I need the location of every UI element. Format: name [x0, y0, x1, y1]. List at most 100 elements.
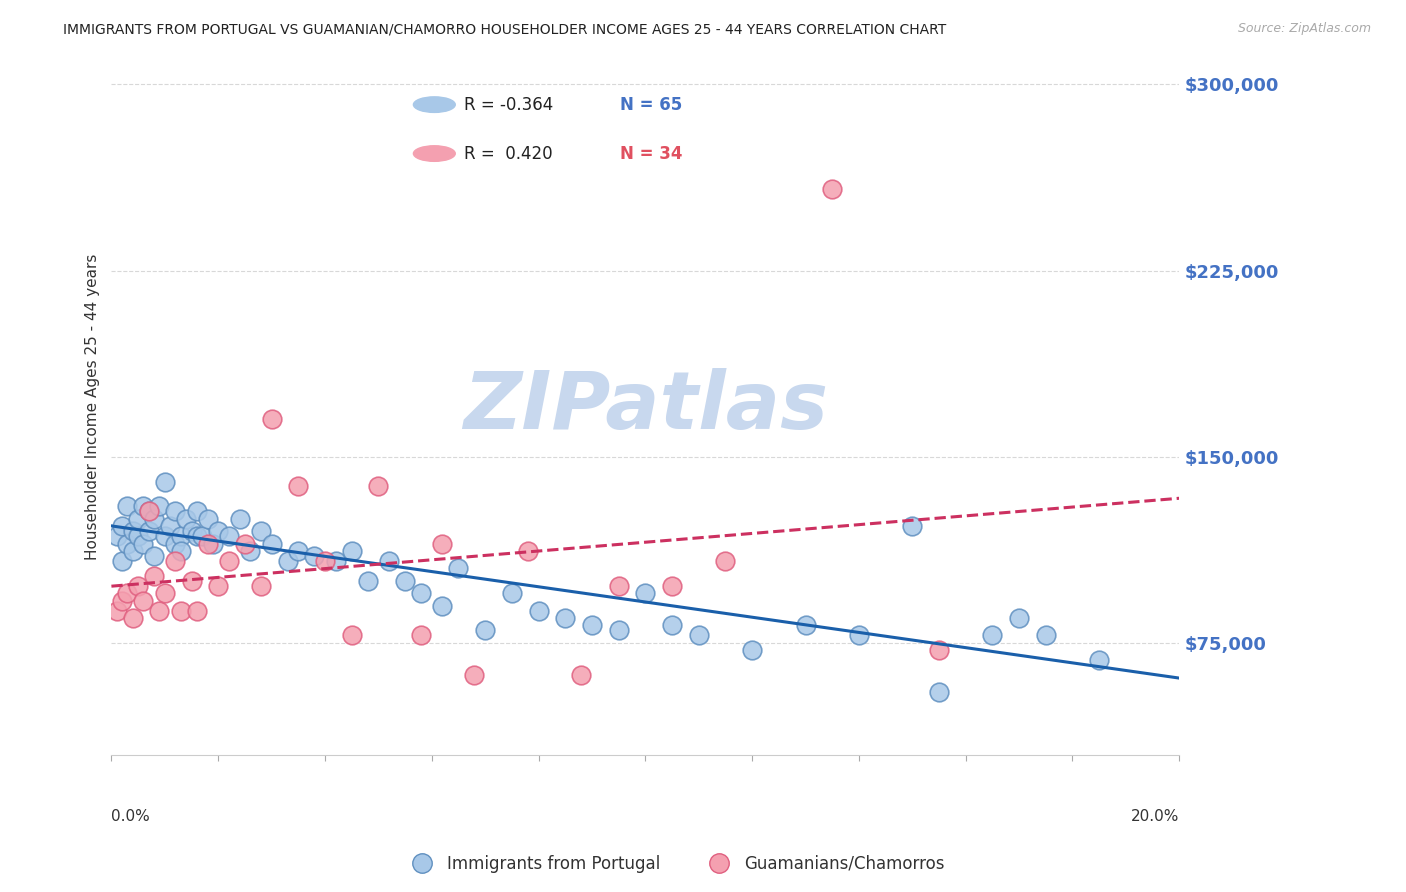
Y-axis label: Householder Income Ages 25 - 44 years: Householder Income Ages 25 - 44 years: [86, 254, 100, 560]
Point: [180, 574, 202, 588]
Point: [688, 628, 710, 642]
Point: [165, 536, 187, 550]
Point: [741, 643, 763, 657]
Text: 0.0%: 0.0%: [111, 809, 150, 824]
Point: [132, 536, 155, 550]
Point: [1035, 628, 1057, 642]
Point: [218, 529, 240, 543]
Point: [474, 624, 496, 638]
Point: [132, 500, 155, 514]
Point: [239, 544, 262, 558]
Text: IMMIGRANTS FROM PORTUGAL VS GUAMANIAN/CHAMORRO HOUSEHOLDER INCOME AGES 25 - 44 Y: IMMIGRANTS FROM PORTUGAL VS GUAMANIAN/CH…: [63, 22, 946, 37]
Point: [260, 536, 283, 550]
Point: [228, 512, 250, 526]
Point: [527, 603, 550, 617]
Point: [569, 668, 592, 682]
Point: [901, 519, 924, 533]
Point: [165, 504, 187, 518]
Point: [111, 554, 134, 568]
Point: [848, 628, 870, 642]
Point: [121, 611, 143, 625]
Point: [153, 529, 176, 543]
Point: [287, 479, 309, 493]
Point: [127, 512, 149, 526]
Point: [554, 611, 576, 625]
Point: [180, 524, 202, 538]
Point: [170, 529, 193, 543]
Point: [340, 628, 363, 642]
Point: [117, 500, 139, 514]
Point: [1008, 611, 1031, 625]
Point: [287, 544, 309, 558]
Point: [981, 628, 1004, 642]
Point: [143, 512, 166, 526]
Point: [197, 512, 219, 526]
Point: [250, 524, 273, 538]
Point: [186, 603, 208, 617]
Point: [340, 544, 363, 558]
Point: [325, 554, 347, 568]
Point: [314, 554, 336, 568]
Point: [714, 554, 737, 568]
Point: [1088, 653, 1111, 667]
Point: [394, 574, 416, 588]
Point: [378, 554, 401, 568]
Point: [218, 554, 240, 568]
Point: [111, 593, 134, 607]
Point: [304, 549, 326, 563]
Point: [105, 529, 128, 543]
Point: [409, 628, 432, 642]
Point: [153, 586, 176, 600]
Point: [201, 536, 224, 550]
Point: [581, 618, 603, 632]
Point: [159, 519, 181, 533]
Point: [170, 603, 193, 617]
Point: [207, 579, 229, 593]
Legend: Immigrants from Portugal, Guamanians/Chamorros: Immigrants from Portugal, Guamanians/Cha…: [399, 848, 950, 880]
Point: [233, 536, 256, 550]
Point: [117, 536, 139, 550]
Point: [148, 603, 170, 617]
Point: [409, 586, 432, 600]
Text: ZIPatlas: ZIPatlas: [463, 368, 828, 446]
Point: [143, 569, 166, 583]
Point: [170, 544, 193, 558]
Point: [357, 574, 380, 588]
Point: [105, 603, 128, 617]
Point: [121, 524, 143, 538]
Point: [260, 412, 283, 426]
Point: [447, 561, 470, 575]
Point: [117, 586, 139, 600]
Point: [607, 579, 630, 593]
Point: [661, 579, 683, 593]
Point: [138, 524, 160, 538]
Point: [207, 524, 229, 538]
Point: [794, 618, 817, 632]
Point: [928, 643, 950, 657]
Text: 20.0%: 20.0%: [1130, 809, 1180, 824]
Point: [127, 529, 149, 543]
Point: [186, 529, 208, 543]
Point: [143, 549, 166, 563]
Point: [516, 544, 538, 558]
Point: [111, 519, 134, 533]
Point: [138, 504, 160, 518]
Point: [197, 536, 219, 550]
Point: [821, 181, 844, 195]
Point: [661, 618, 683, 632]
Point: [634, 586, 657, 600]
Text: Source: ZipAtlas.com: Source: ZipAtlas.com: [1237, 22, 1371, 36]
Point: [132, 593, 155, 607]
Point: [277, 554, 299, 568]
Point: [165, 554, 187, 568]
Point: [148, 500, 170, 514]
Point: [186, 504, 208, 518]
Point: [153, 475, 176, 489]
Point: [250, 579, 273, 593]
Point: [928, 685, 950, 699]
Point: [607, 624, 630, 638]
Point: [501, 586, 523, 600]
Point: [463, 668, 485, 682]
Point: [174, 512, 197, 526]
Point: [127, 579, 149, 593]
